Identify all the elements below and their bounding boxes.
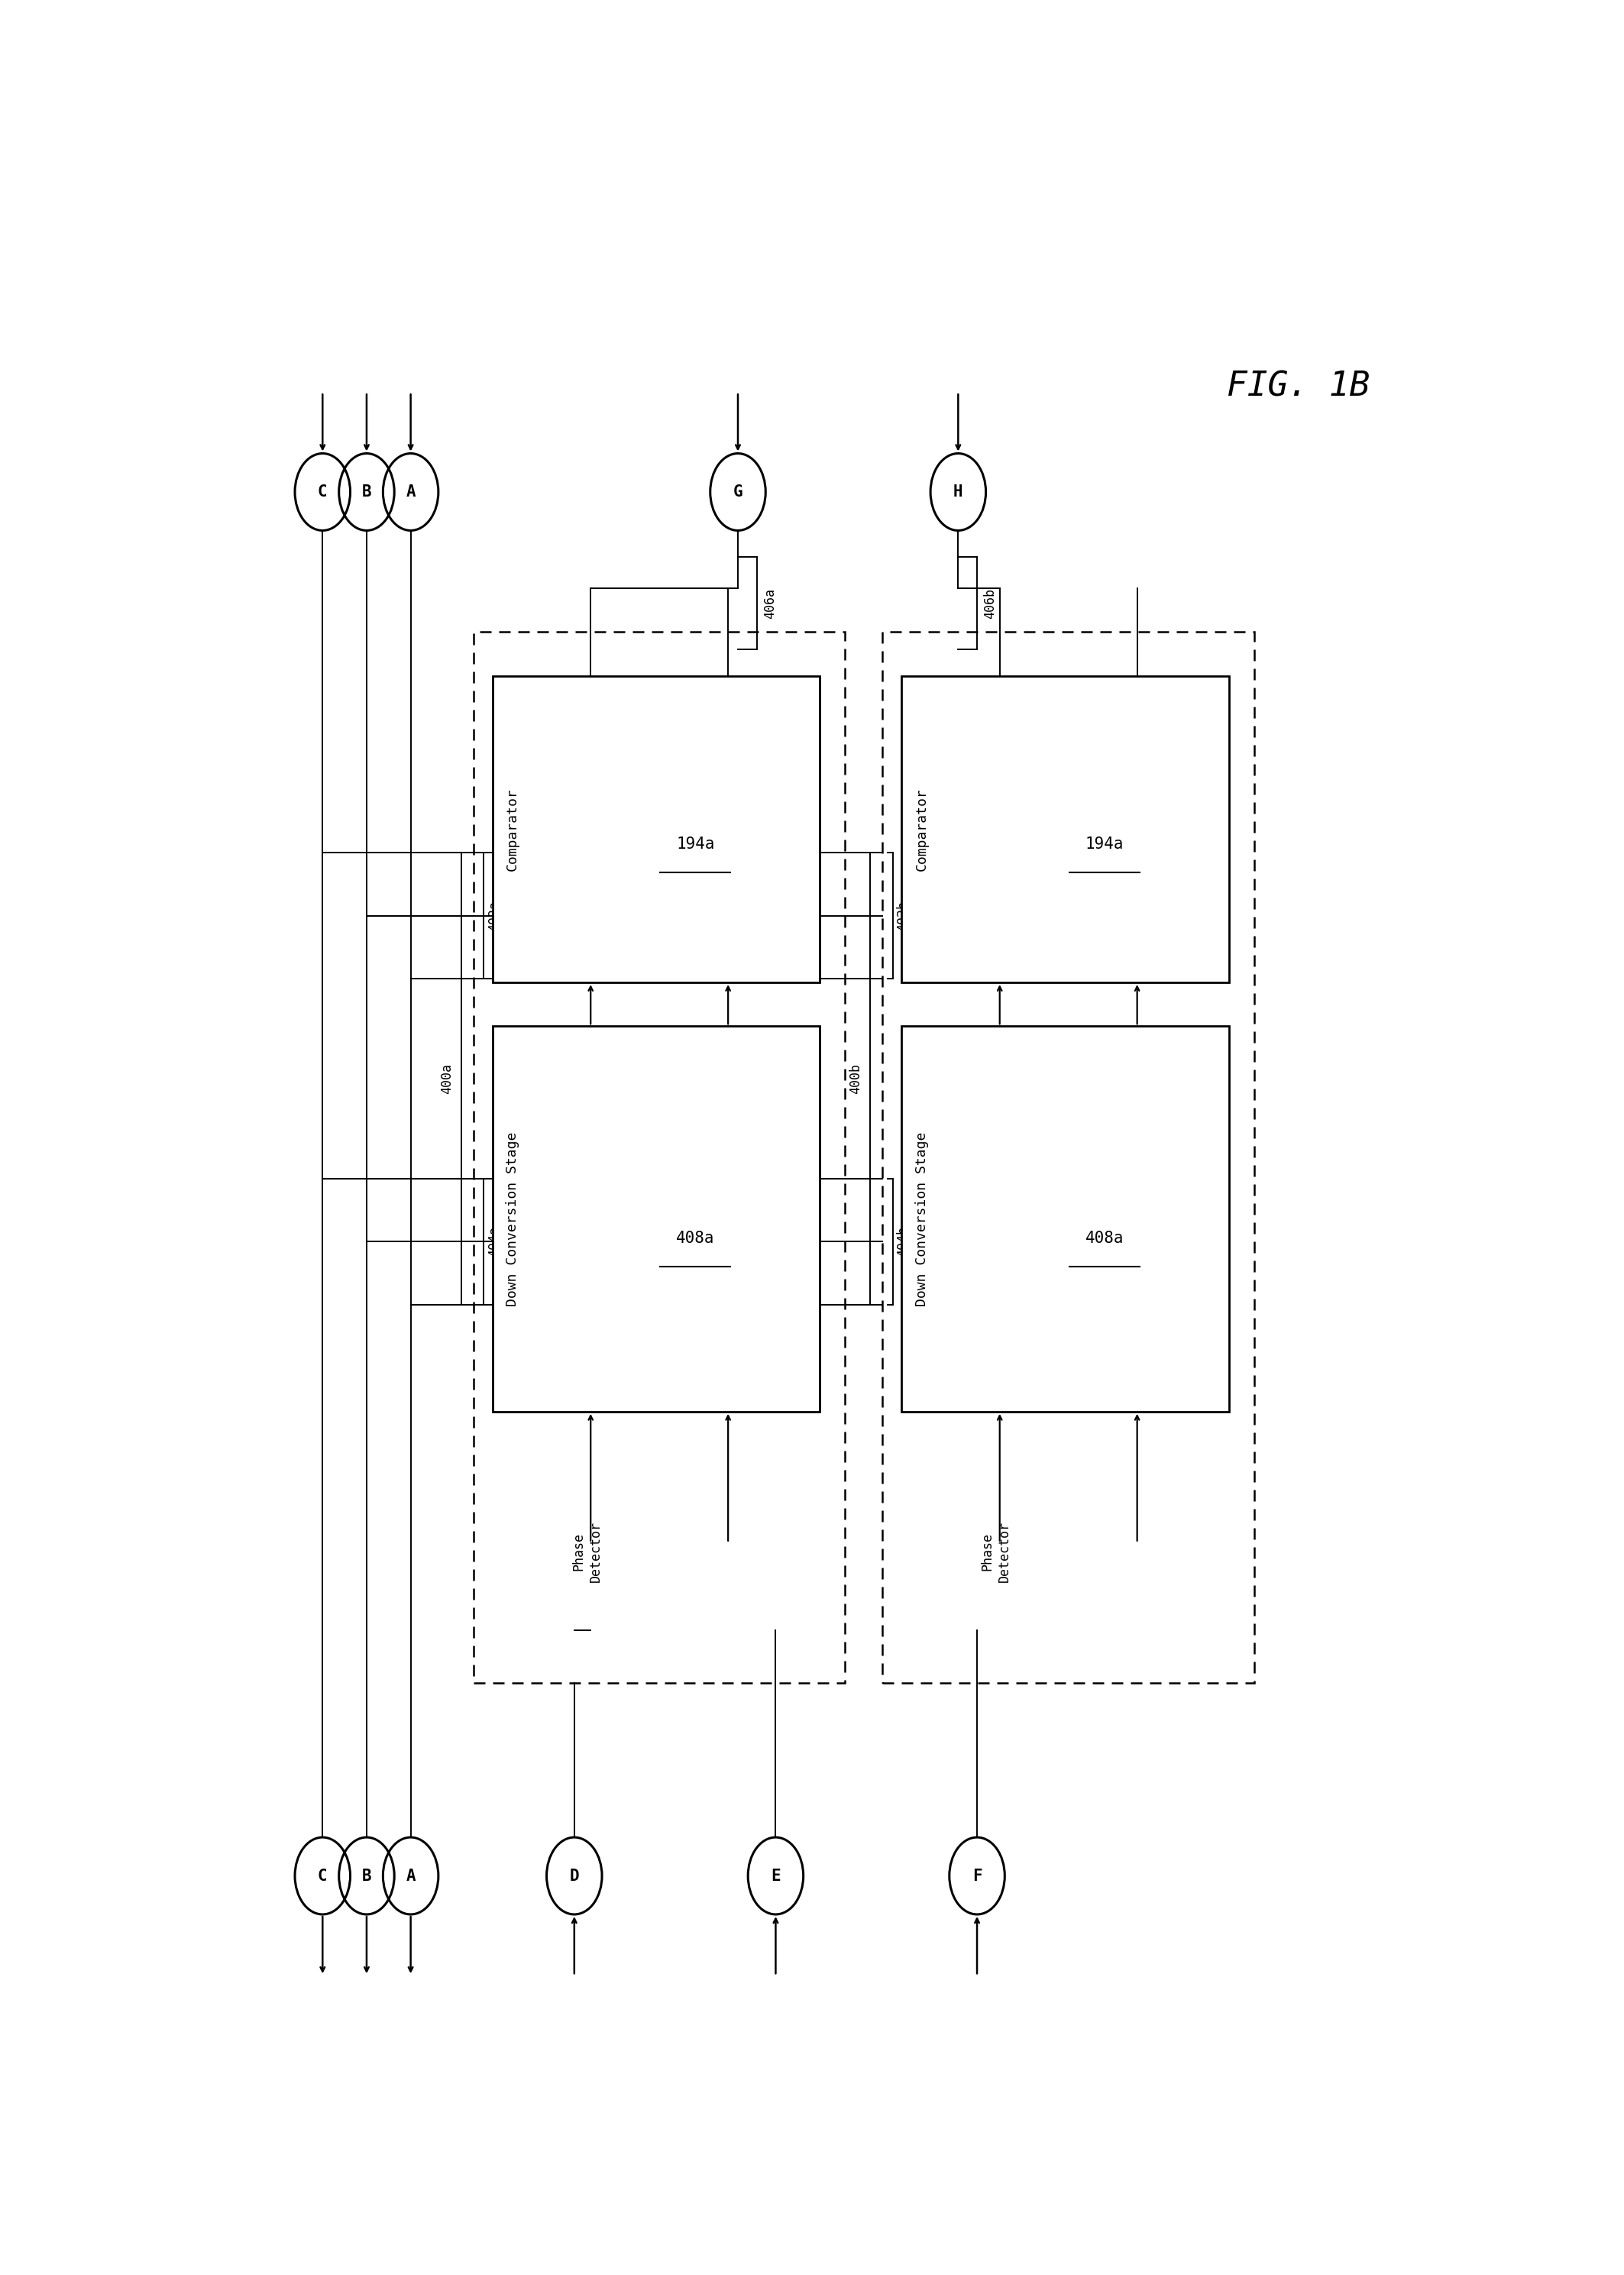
Bar: [883, 632, 1254, 1684]
Text: FIG. 1B: FIG. 1B: [1226, 371, 1369, 403]
Text: 400a: 400a: [440, 1062, 453, 1094]
Bar: [474, 632, 844, 1684]
Text: A: A: [406, 485, 416, 500]
Text: Down Conversion Stage: Down Conversion Stage: [505, 1131, 520, 1306]
Text: 408a: 408a: [1085, 1231, 1124, 1247]
Bar: [901, 1026, 1229, 1410]
Text: 194a: 194a: [676, 837, 715, 853]
Text: 402b: 402b: [896, 901, 909, 930]
Text: B: B: [362, 485, 372, 500]
Text: A: A: [406, 1868, 416, 1884]
Text: G: G: [732, 485, 742, 500]
Text: 194a: 194a: [1085, 837, 1124, 853]
Text: Phase
Detector: Phase Detector: [981, 1522, 1012, 1583]
Text: C: C: [318, 485, 328, 500]
Bar: [492, 1026, 820, 1410]
Text: Comparator: Comparator: [505, 787, 520, 871]
Text: 400b: 400b: [849, 1062, 862, 1094]
Text: C: C: [318, 1868, 328, 1884]
Text: Phase
Detector: Phase Detector: [572, 1522, 603, 1583]
Text: 404a: 404a: [487, 1226, 502, 1258]
Text: B: B: [362, 1868, 372, 1884]
Text: 406b: 406b: [984, 587, 997, 619]
Bar: [492, 676, 820, 983]
Text: D: D: [570, 1868, 580, 1884]
Text: E: E: [771, 1868, 781, 1884]
Text: 402a: 402a: [487, 901, 502, 930]
Text: Comparator: Comparator: [914, 787, 929, 871]
Bar: [901, 676, 1229, 983]
Text: 408a: 408a: [676, 1231, 715, 1247]
Text: H: H: [953, 485, 963, 500]
Text: Down Conversion Stage: Down Conversion Stage: [914, 1131, 929, 1306]
Text: 406a: 406a: [763, 587, 776, 619]
Text: 404b: 404b: [896, 1226, 909, 1258]
Text: F: F: [973, 1868, 983, 1884]
